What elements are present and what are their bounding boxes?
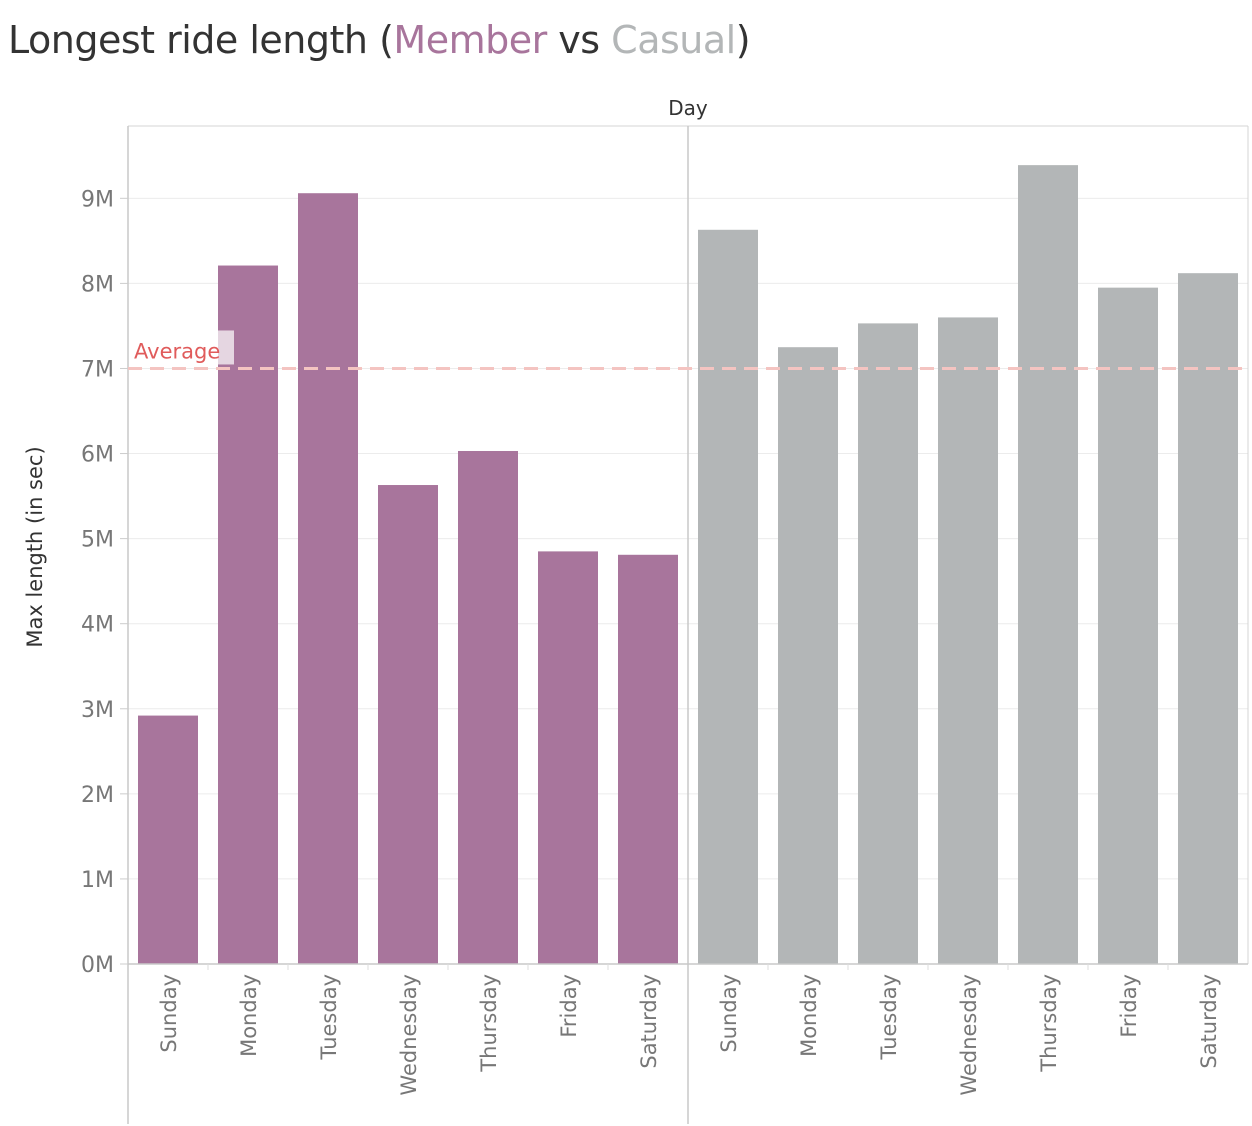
- chart-title: Longest ride length (Member vs Casual): [8, 18, 751, 62]
- y-tick-label: 5M: [81, 528, 114, 553]
- bar-casual-monday: [778, 347, 838, 964]
- bar-member-wednesday: [378, 485, 438, 964]
- bar-member-tuesday: [298, 193, 358, 965]
- bar-member-saturday: [618, 554, 678, 964]
- average-label-background: [130, 330, 234, 365]
- bar-member-thursday: [458, 450, 518, 965]
- bar-member-sunday: [138, 715, 198, 964]
- y-tick-label: 4M: [81, 613, 114, 638]
- bar-casual-sunday: [698, 229, 758, 964]
- bar-member-monday: [218, 265, 278, 964]
- x-tick-label: Monday: [797, 974, 821, 1057]
- y-tick-label: 9M: [81, 187, 114, 212]
- x-tick-label: Friday: [557, 974, 581, 1038]
- x-tick-label: Sunday: [717, 974, 741, 1053]
- bar-casual-friday: [1098, 287, 1158, 965]
- y-tick-label: 0M: [81, 953, 114, 978]
- bar-member-friday: [538, 551, 598, 964]
- y-axis-title: Max length (in sec): [23, 446, 47, 647]
- y-tick-label: 6M: [81, 443, 114, 468]
- bar-casual-tuesday: [858, 323, 918, 964]
- x-tick-label: Thursday: [1037, 974, 1061, 1073]
- y-tick-label: 7M: [81, 357, 114, 382]
- title-middle: vs: [546, 18, 612, 62]
- x-tick-label: Wednesday: [397, 974, 421, 1096]
- bar-casual-wednesday: [938, 317, 998, 964]
- y-tick-label: 8M: [81, 272, 114, 297]
- title-prefix: Longest ride length (: [8, 18, 394, 62]
- x-tick-label: Tuesday: [317, 974, 341, 1060]
- x-tick-label: Tuesday: [877, 974, 901, 1060]
- x-tick-label: Saturday: [637, 974, 661, 1069]
- x-tick-label: Saturday: [1197, 974, 1221, 1069]
- y-tick-label: 3M: [81, 698, 114, 723]
- x-tick-label: Wednesday: [957, 974, 981, 1096]
- y-tick-label: 1M: [81, 868, 114, 893]
- bar-casual-saturday: [1178, 273, 1238, 964]
- x-tick-label: Thursday: [477, 974, 501, 1073]
- x-tick-label: Monday: [237, 974, 261, 1057]
- bar-casual-thursday: [1018, 165, 1078, 965]
- x-tick-label: Friday: [1117, 974, 1141, 1038]
- column-header: Day: [668, 96, 708, 120]
- title-suffix: ): [735, 18, 751, 62]
- x-tick-label: Sunday: [157, 974, 181, 1053]
- title-casual: Casual: [611, 18, 736, 62]
- title-member: Member: [393, 18, 547, 62]
- y-tick-label: 2M: [81, 783, 114, 808]
- average-label: Average: [134, 339, 220, 363]
